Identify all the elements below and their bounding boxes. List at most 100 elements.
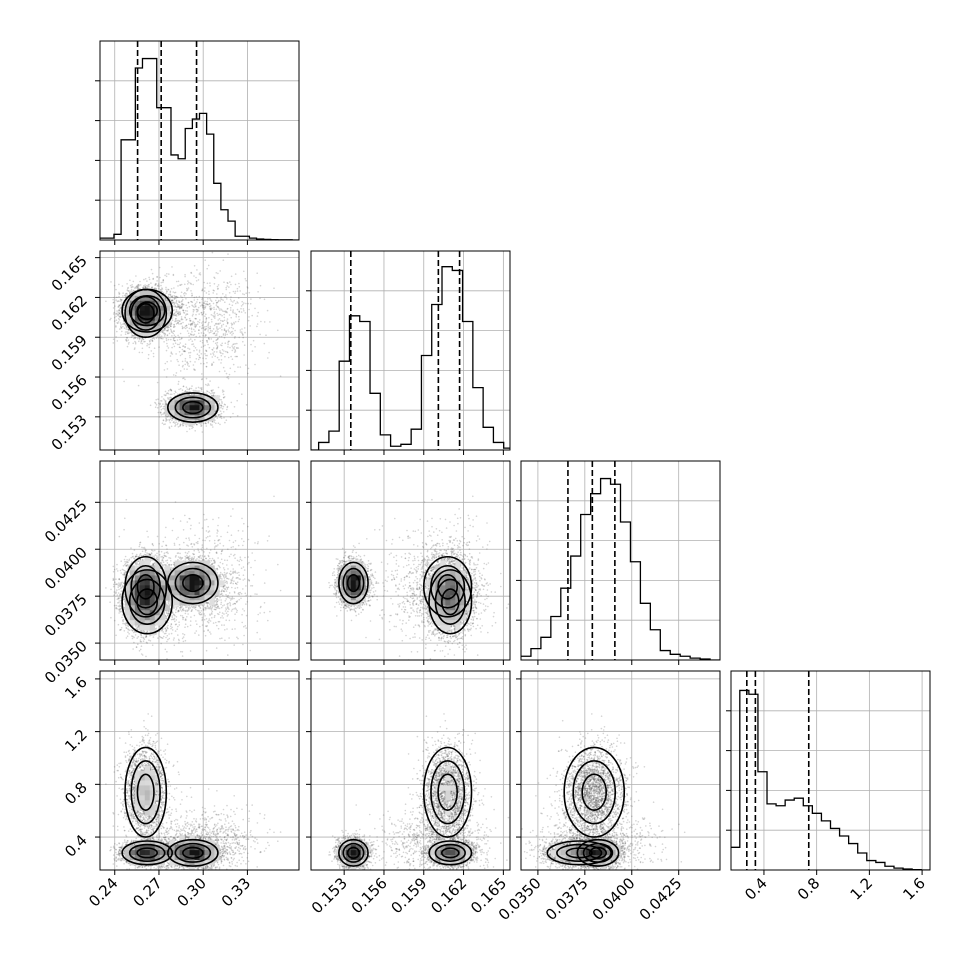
sample-point	[184, 273, 186, 276]
sample-point	[142, 338, 145, 341]
sample-point	[174, 320, 176, 323]
sample-point	[154, 283, 157, 286]
sample-point	[141, 338, 143, 340]
sample-point	[206, 390, 209, 393]
sample-point	[229, 416, 232, 419]
sample-point	[207, 303, 209, 306]
sample-point	[201, 325, 204, 327]
sample-point	[234, 336, 236, 338]
sample-point	[195, 308, 198, 311]
sample-point	[171, 419, 173, 422]
sample-point	[210, 314, 213, 316]
sample-point	[169, 396, 172, 399]
sample-point	[179, 424, 182, 427]
sample-point	[175, 353, 177, 355]
sample-point	[224, 404, 226, 406]
sample-point	[172, 343, 175, 345]
sample-point	[169, 415, 172, 418]
sample-point	[205, 318, 207, 320]
sample-point	[198, 321, 201, 324]
sample-point	[221, 329, 223, 331]
sample-point	[175, 311, 177, 314]
sample-point	[185, 298, 187, 300]
sample-point	[123, 294, 126, 297]
sample-point	[119, 303, 122, 306]
sample-point	[153, 287, 156, 290]
sample-point	[202, 306, 204, 308]
sample-point	[128, 341, 130, 344]
sample-point	[215, 323, 217, 325]
sample-point	[233, 321, 235, 324]
sample-point	[184, 325, 187, 328]
sample-point	[168, 426, 171, 428]
sample-point	[165, 376, 168, 378]
sample-point	[213, 308, 215, 311]
sample-point	[194, 323, 196, 326]
sample-point	[213, 332, 216, 335]
sample-point	[165, 400, 167, 402]
sample-point	[217, 299, 220, 302]
sample-point	[118, 293, 121, 295]
sample-point	[229, 309, 232, 311]
sample-point	[169, 325, 172, 327]
sample-point	[196, 423, 198, 426]
sample-point	[185, 304, 187, 307]
sample-point	[203, 305, 205, 307]
sample-point	[189, 387, 191, 390]
sample-point	[163, 394, 166, 396]
sample-point	[112, 338, 115, 341]
sample-point	[182, 425, 184, 427]
sample-point	[236, 290, 239, 292]
sample-point	[169, 416, 172, 419]
sample-point	[154, 284, 156, 287]
sample-point	[188, 305, 191, 308]
sample-point	[138, 284, 140, 287]
sample-point	[179, 370, 182, 372]
sample-point	[197, 358, 200, 361]
sample-point	[178, 323, 180, 325]
sample-point	[200, 390, 202, 392]
sample-point	[167, 288, 169, 291]
sample-point	[211, 330, 214, 332]
sample-point	[241, 328, 243, 330]
sample-point	[179, 338, 181, 341]
sample-point	[170, 325, 172, 328]
sample-point	[236, 308, 239, 311]
sample-point	[155, 398, 157, 401]
sample-point	[200, 378, 203, 381]
sample-point	[125, 338, 127, 341]
sample-point	[185, 324, 188, 327]
sample-point	[145, 284, 148, 287]
sample-point	[232, 301, 234, 303]
sample-point	[209, 308, 211, 310]
sample-point	[116, 340, 119, 342]
sample-point	[227, 356, 230, 359]
sample-point	[183, 293, 185, 295]
sample-point	[140, 342, 142, 344]
sample-point	[220, 404, 223, 407]
sample-point	[218, 318, 221, 320]
sample-point	[164, 298, 167, 301]
sample-point	[183, 368, 186, 370]
sample-point	[127, 286, 129, 289]
sample-point	[169, 298, 171, 300]
sample-point	[212, 389, 214, 391]
sample-point	[178, 301, 180, 304]
sample-point	[220, 417, 223, 420]
sample-point	[134, 341, 137, 344]
sample-point	[233, 337, 236, 339]
sample-point	[215, 272, 218, 274]
sample-point	[161, 290, 163, 293]
sample-point	[126, 331, 128, 333]
sample-point	[232, 290, 235, 293]
sample-point	[176, 320, 178, 322]
sample-point	[160, 337, 162, 340]
sample-point	[194, 347, 197, 349]
sample-point	[183, 350, 185, 353]
sample-point	[145, 286, 147, 289]
sample-point	[161, 287, 163, 289]
sample-point	[224, 342, 227, 345]
sample-point	[158, 402, 160, 405]
sample-point	[173, 393, 175, 395]
sample-point	[164, 394, 167, 397]
